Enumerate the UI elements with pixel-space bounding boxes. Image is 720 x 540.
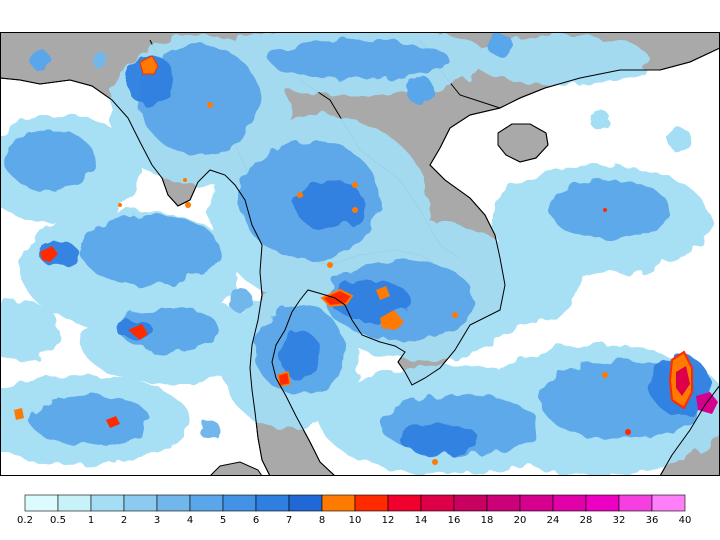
legend-color-box (486, 494, 521, 512)
legend-color-box (255, 494, 290, 512)
legend-tick-label: 7 (286, 515, 292, 526)
intense-cells (14, 55, 718, 465)
legend-color-box (585, 494, 620, 512)
legend-color-box (189, 494, 224, 512)
legend-tick-labels: 0.2 0.5 1 2 3 4 5 6 7 8 10 12 14 16 18 20 24 28 32 36 40 (17, 515, 691, 526)
legend-tick-label: 0.5 (50, 515, 66, 526)
legend-tick-label: 5 (220, 515, 226, 526)
sumatra (209, 461, 263, 476)
legend-color-box (420, 494, 455, 512)
legend-tick-label: 24 (547, 515, 560, 526)
legend-color-box (453, 494, 488, 512)
legend-color-box (618, 494, 653, 512)
legend-tick-label: 0.2 (17, 515, 33, 526)
coastlines (0, 47, 720, 476)
legend-color-box (651, 494, 686, 512)
legend-color-box (354, 494, 389, 512)
legend-tick-label: 18 (481, 515, 494, 526)
legend-color-box (156, 494, 191, 512)
legend-tick-label: 3 (154, 515, 160, 526)
legend-color-box (387, 494, 422, 512)
legend-tick-label: 1 (88, 515, 94, 526)
legend-tick-label: 8 (319, 515, 325, 526)
legend-color-box (24, 494, 59, 512)
legend-tick-label: 14 (415, 515, 428, 526)
legend-tick-label: 20 (514, 515, 527, 526)
legend-color-box (321, 494, 356, 512)
legend-color-box (552, 494, 587, 512)
precip-cells (30, 33, 692, 440)
legend-tick-label: 28 (580, 515, 593, 526)
legend-color-box (90, 494, 125, 512)
legend-color-box (57, 494, 92, 512)
legend-tick-label: 36 (646, 515, 659, 526)
color-legend: 0.2 0.5 1 2 3 4 5 6 7 8 10 12 14 16 18 20 24 28 32 36 40 (17, 494, 691, 526)
legend-tick-label: 32 (613, 515, 626, 526)
legend-tick-label: 4 (187, 515, 193, 526)
legend-tick-label: 12 (382, 515, 395, 526)
legend-color-box (519, 494, 554, 512)
legend-color-boxes (24, 494, 686, 512)
legend-tick-label: 2 (121, 515, 127, 526)
legend-tick-label: 40 (679, 515, 692, 526)
legend-color-box (288, 494, 323, 512)
legend-color-box (123, 494, 158, 512)
legend-tick-label: 16 (448, 515, 461, 526)
precipitation-map (0, 32, 720, 476)
legend-tick-label: 6 (253, 515, 259, 526)
legend-color-box (222, 494, 257, 512)
legend-tick-label: 10 (349, 515, 362, 526)
